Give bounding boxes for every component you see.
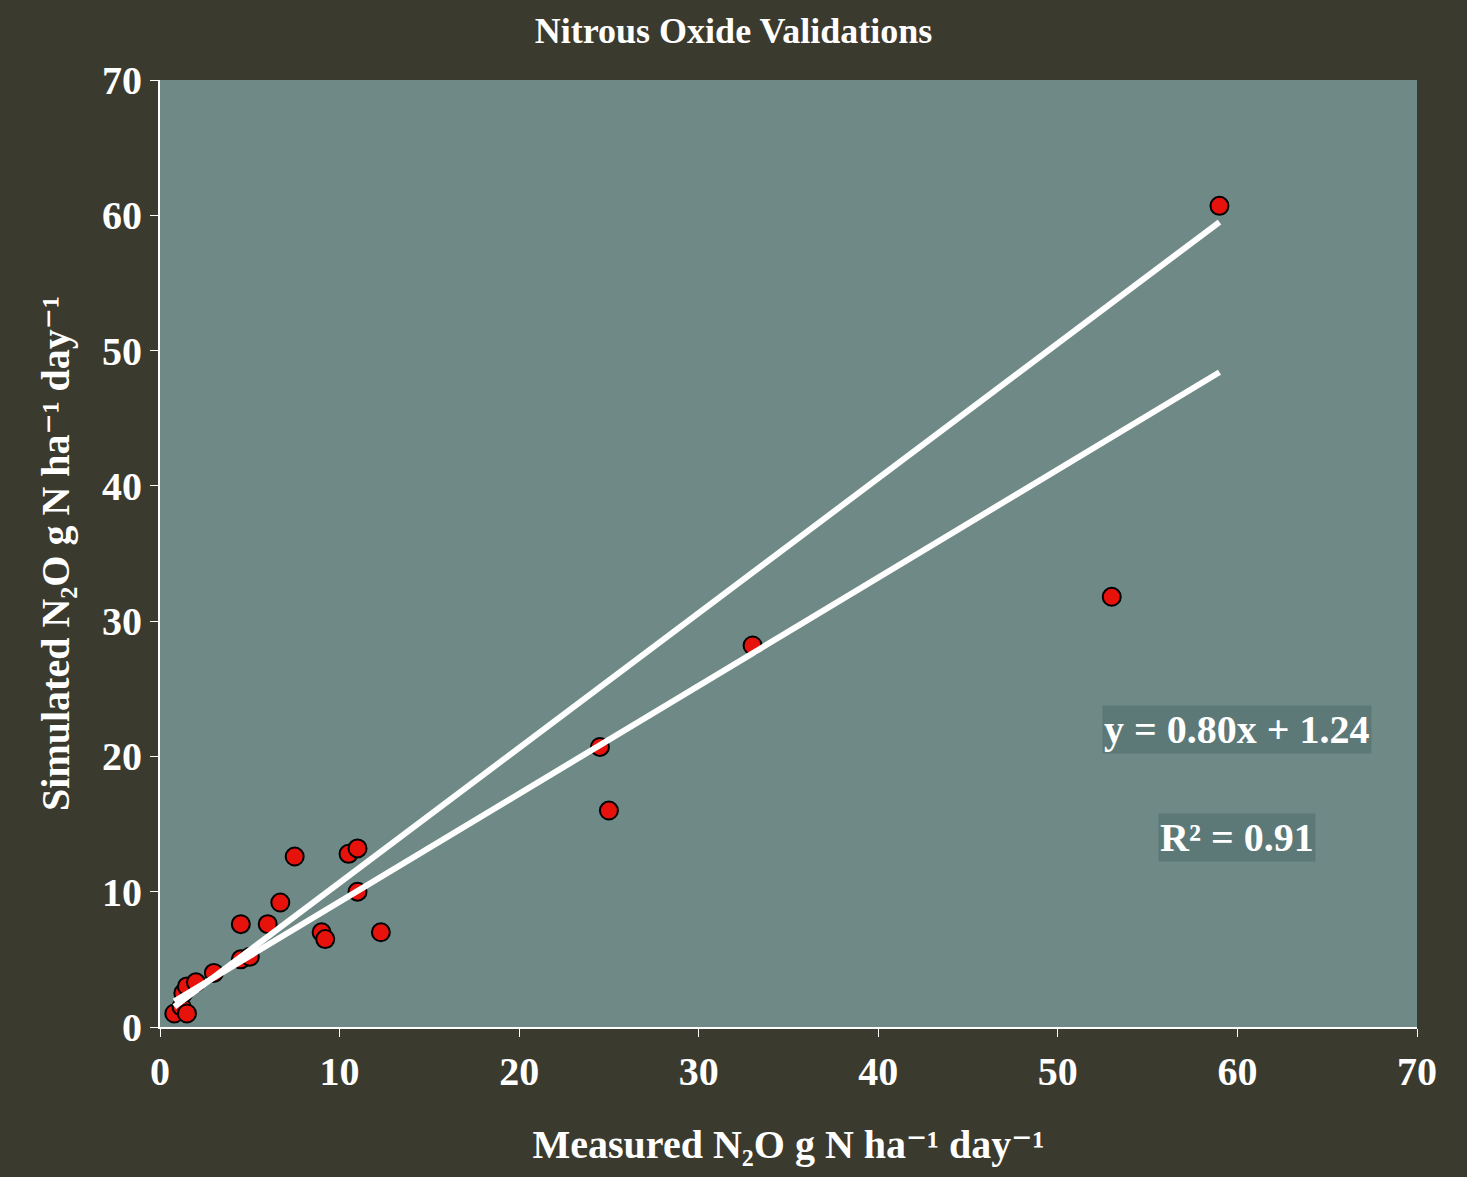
svg-text:10: 10 bbox=[320, 1049, 360, 1094]
svg-text:70: 70 bbox=[1397, 1049, 1437, 1094]
svg-text:70: 70 bbox=[102, 58, 142, 103]
svg-text:50: 50 bbox=[1038, 1049, 1078, 1094]
svg-text:30: 30 bbox=[679, 1049, 719, 1094]
svg-text:40: 40 bbox=[858, 1049, 898, 1094]
svg-text:10: 10 bbox=[102, 870, 142, 915]
svg-text:R² = 0.91: R² = 0.91 bbox=[1160, 815, 1314, 860]
svg-text:60: 60 bbox=[1217, 1049, 1257, 1094]
svg-text:60: 60 bbox=[102, 193, 142, 238]
svg-text:20: 20 bbox=[102, 734, 142, 779]
svg-text:Nitrous Oxide Validations: Nitrous Oxide Validations bbox=[535, 11, 932, 51]
svg-text:50: 50 bbox=[102, 329, 142, 374]
svg-text:y = 0.80x + 1.24: y = 0.80x + 1.24 bbox=[1104, 707, 1370, 752]
svg-text:Simulated N₂O g N ha⁻¹ day⁻¹: Simulated N₂O g N ha⁻¹ day⁻¹ bbox=[33, 296, 78, 811]
svg-text:20: 20 bbox=[499, 1049, 539, 1094]
svg-text:Measured N₂O g N ha⁻¹ day⁻¹: Measured N₂O g N ha⁻¹ day⁻¹ bbox=[533, 1122, 1045, 1167]
svg-text:30: 30 bbox=[102, 599, 142, 644]
svg-text:40: 40 bbox=[102, 464, 142, 509]
svg-text:0: 0 bbox=[150, 1049, 170, 1094]
svg-text:0: 0 bbox=[122, 1005, 142, 1050]
